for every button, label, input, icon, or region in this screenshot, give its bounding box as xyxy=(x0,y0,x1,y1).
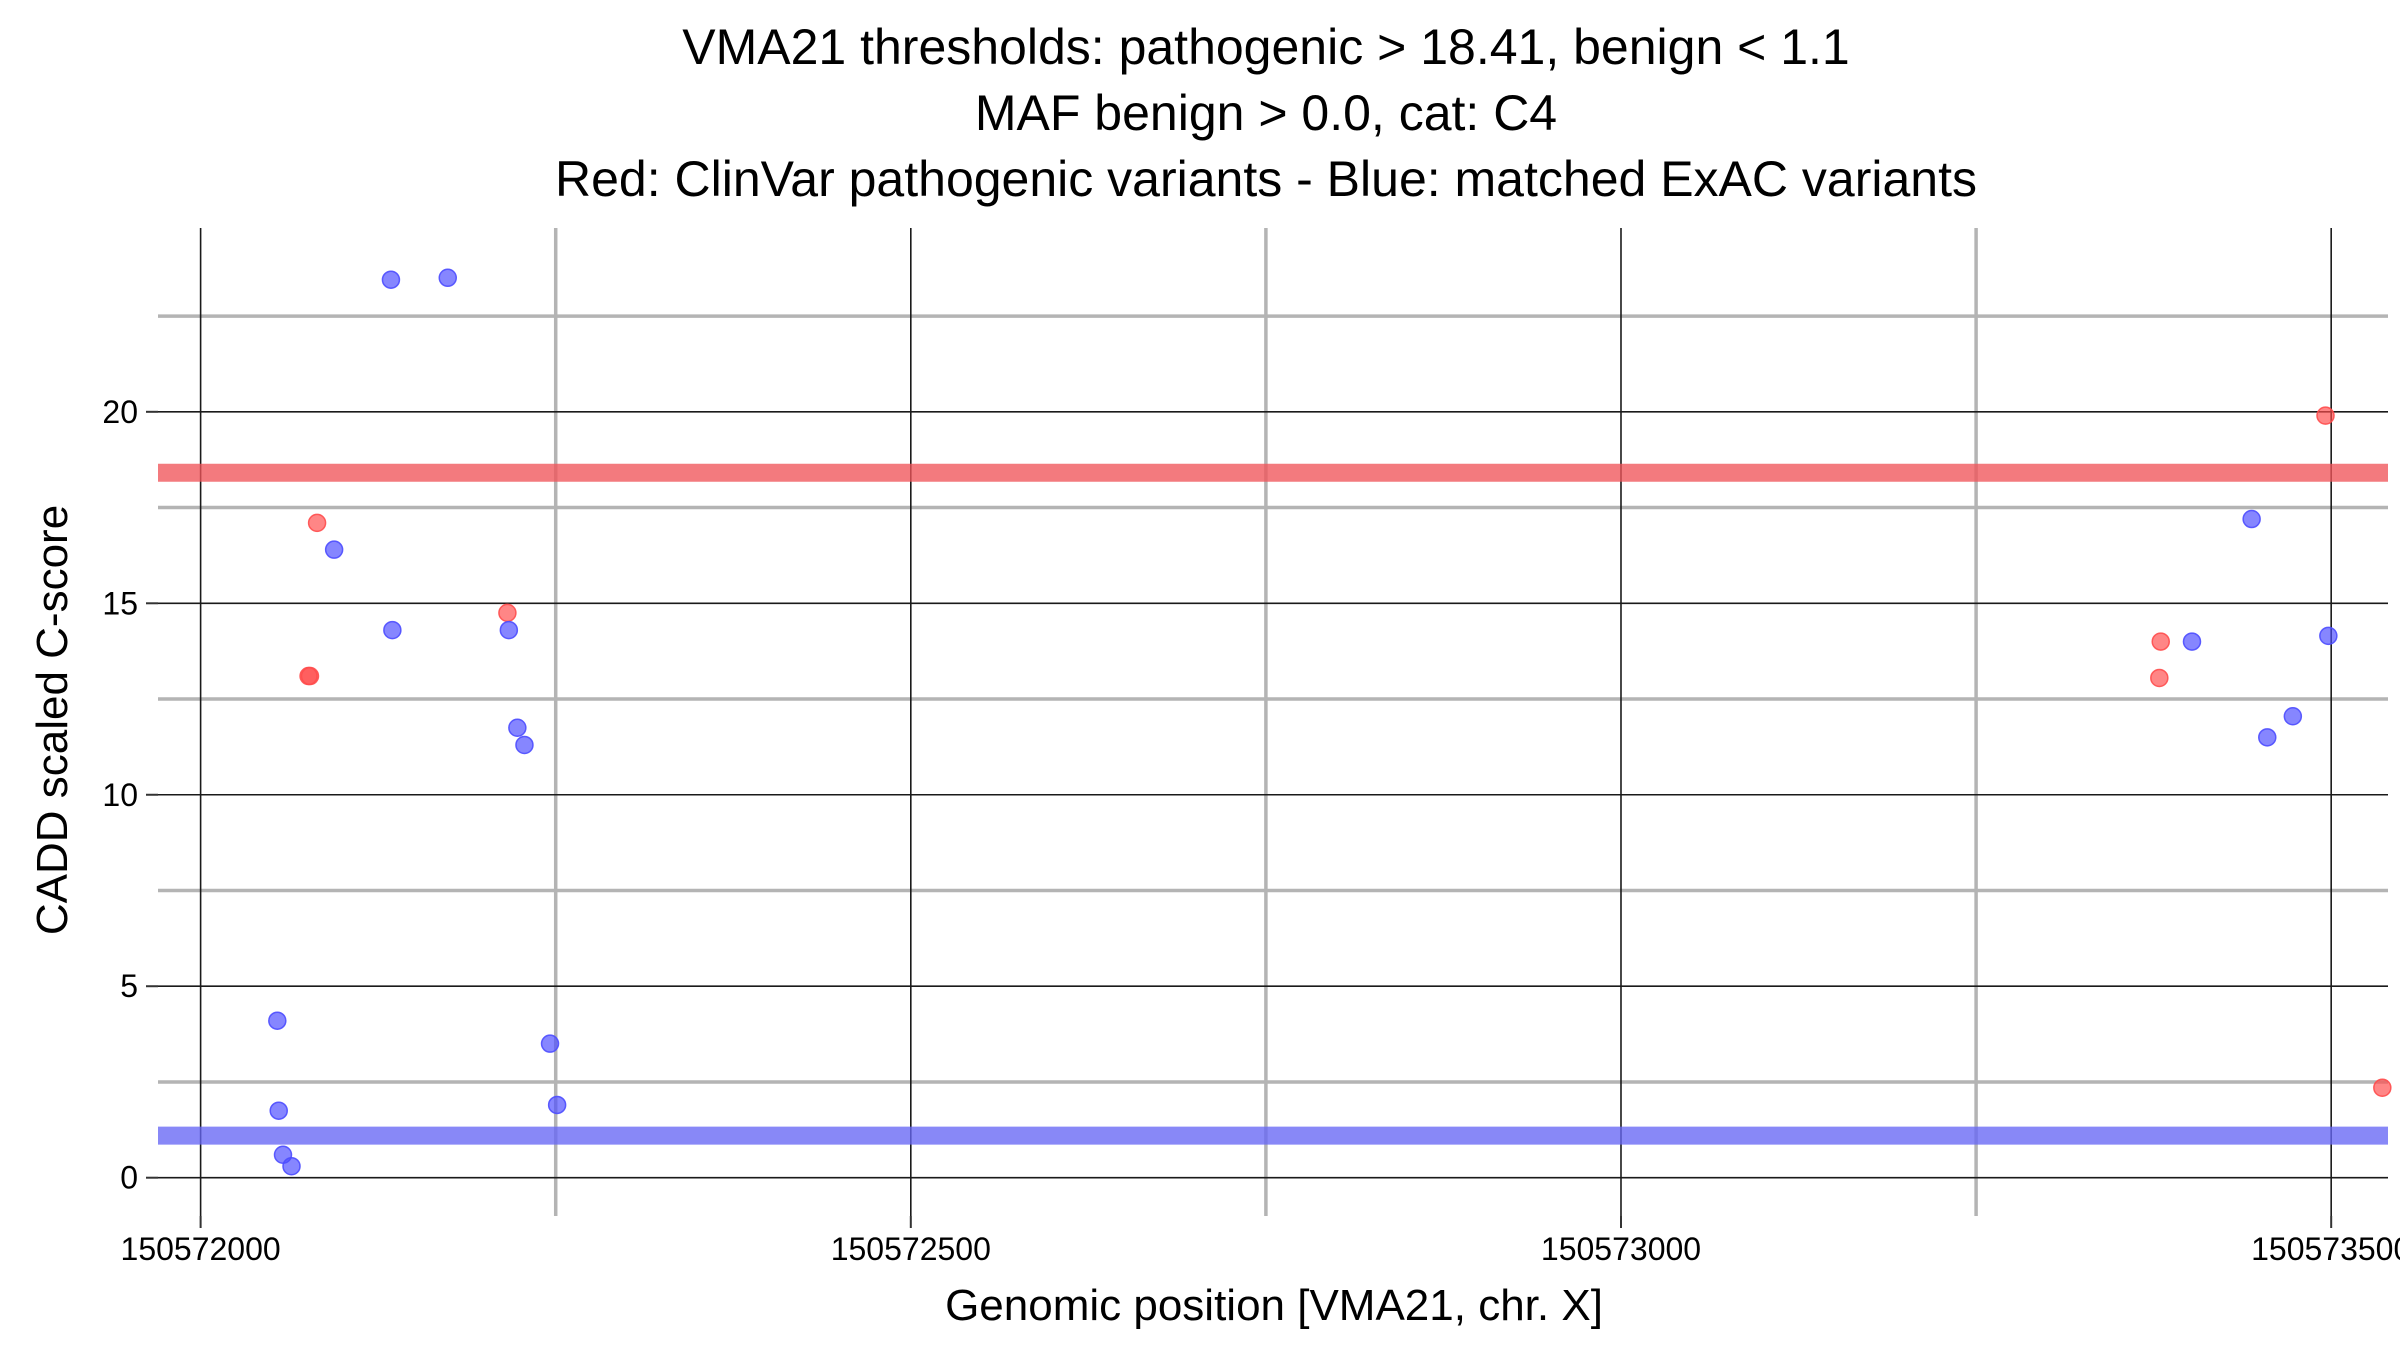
exac-point xyxy=(2242,509,2261,529)
minor-grid xyxy=(158,228,2388,1216)
exac-point xyxy=(2319,626,2338,646)
exac-point xyxy=(383,620,402,640)
exac-point xyxy=(324,540,344,559)
exac-point xyxy=(540,1034,560,1053)
chart-title-line-3: Red: ClinVar pathogenic variants - Blue:… xyxy=(555,151,1977,207)
y-tick-label: 20 xyxy=(102,394,138,430)
exac-point xyxy=(499,620,519,640)
exac-point xyxy=(268,1011,287,1030)
x-tick-label: 150573000 xyxy=(1541,1231,1701,1267)
y-tick-label: 10 xyxy=(102,777,138,813)
clinvar-point xyxy=(300,666,320,686)
exac-point xyxy=(515,735,534,755)
clinvar-point xyxy=(2151,632,2170,651)
clinvar-point xyxy=(307,513,327,533)
clinvar-point xyxy=(2150,668,2169,688)
x-tick-label: 150572000 xyxy=(121,1231,281,1267)
x-axis-label: Genomic position [VMA21, chr. X] xyxy=(945,1281,1603,1330)
exac-point xyxy=(547,1095,567,1115)
exac-point xyxy=(2258,728,2277,747)
exac-point xyxy=(508,718,527,737)
x-tick-label: 150573500 xyxy=(2251,1231,2400,1267)
x-tick-label: 150572500 xyxy=(831,1231,991,1267)
exac-point xyxy=(438,268,458,288)
y-tick-label: 5 xyxy=(120,968,138,1004)
exac-point xyxy=(282,1156,301,1176)
y-tick-label: 15 xyxy=(102,585,138,621)
exac-point xyxy=(2182,632,2202,651)
chart-title-line-2: MAF benign > 0.0, cat: C4 xyxy=(975,85,1557,141)
y-tick-label: 0 xyxy=(120,1160,138,1196)
clinvar-point xyxy=(2373,1078,2392,1097)
axis-ticks: 0 5 10 15 20 150572000 150572500 150573000 15057… xyxy=(102,394,2400,1267)
exac-point xyxy=(2283,707,2303,726)
y-axis-label: CADD scaled C-score xyxy=(28,505,77,935)
threshold-lines xyxy=(158,463,2388,1145)
chart-title-line-1: VMA21 thresholds: pathogenic > 18.41, be… xyxy=(682,19,1850,75)
exac-point xyxy=(381,270,401,289)
data-points xyxy=(268,268,2392,1176)
exac-point xyxy=(269,1101,288,1120)
chart-title: VMA21 thresholds: pathogenic > 18.41, be… xyxy=(555,19,1977,207)
clinvar-point xyxy=(498,603,517,623)
clinvar-point xyxy=(2316,406,2335,425)
major-grid xyxy=(158,228,2388,1216)
